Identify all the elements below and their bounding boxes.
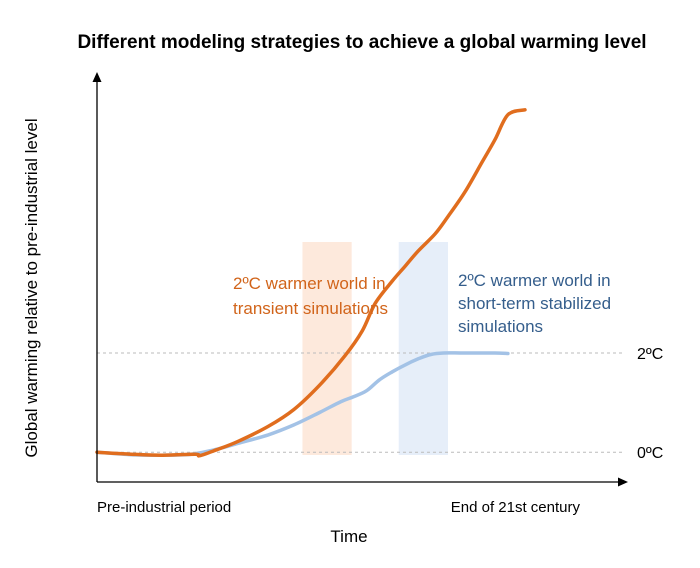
transient-annotation-line: transient simulations: [233, 299, 388, 318]
stabilized-annotation: 2ºC warmer world in short-term stabilize…: [458, 271, 616, 336]
stabilized-series-line: [95, 351, 510, 457]
x-tick-label-pre-industrial: Pre-industrial period: [97, 499, 231, 516]
y-axis-arrowhead: [92, 72, 102, 82]
stabilized-annotation-line: simulations: [458, 317, 543, 336]
chart-title: Different modeling strategies to achieve…: [77, 32, 646, 53]
x-axis-label: Time: [330, 527, 367, 546]
stabilized-annotation-line: 2ºC warmer world in: [458, 271, 611, 290]
transient-annotation-line: 2ºC warmer world in: [233, 274, 386, 293]
stabilized-highlight-band: [398, 242, 448, 455]
stabilized-annotation-line: short-term stabilized: [458, 294, 611, 313]
transient-series-line: [95, 108, 527, 458]
x-axis-arrowhead: [618, 477, 628, 487]
transient-highlight-band: [302, 242, 352, 455]
zero-degree-label: 0ºC: [637, 445, 663, 462]
y-axis-label: Global warming relative to pre-industria…: [22, 118, 41, 457]
transient-annotation: 2ºC warmer world in transient simulation…: [233, 274, 390, 318]
two-degree-label: 2ºC: [637, 346, 663, 363]
x-tick-label-end-of-century: End of 21st century: [451, 499, 581, 516]
